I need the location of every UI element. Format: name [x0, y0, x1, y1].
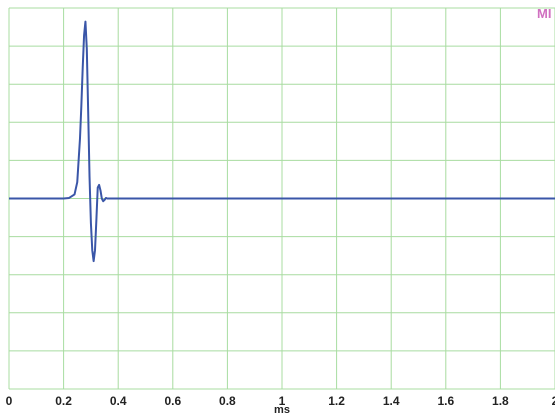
x-tick-label: 0.2: [55, 394, 72, 408]
x-tick-label: 1.6: [437, 394, 454, 408]
x-tick-label: 1.4: [383, 394, 400, 408]
x-tick-label: 0.8: [219, 394, 236, 408]
corner-label: MI: [537, 6, 551, 21]
x-tick-label: 1.8: [492, 394, 509, 408]
x-tick-label: 1.2: [328, 394, 345, 408]
x-tick-label: 0.6: [164, 394, 181, 408]
x-axis-ticks: 0 0.2 0.4 0.6 0.8 1 1.2 1.4 1.6 1.8 2: [6, 394, 555, 408]
x-tick-label: 1: [279, 394, 286, 408]
grid: [8, 7, 555, 390]
series-line-group: [9, 20, 555, 263]
series-line: [9, 20, 555, 263]
x-tick-label: 2: [552, 394, 555, 408]
x-tick-label: 0.4: [110, 394, 127, 408]
x-tick-label: 0: [6, 394, 13, 408]
x-axis-label: ms: [274, 404, 290, 416]
